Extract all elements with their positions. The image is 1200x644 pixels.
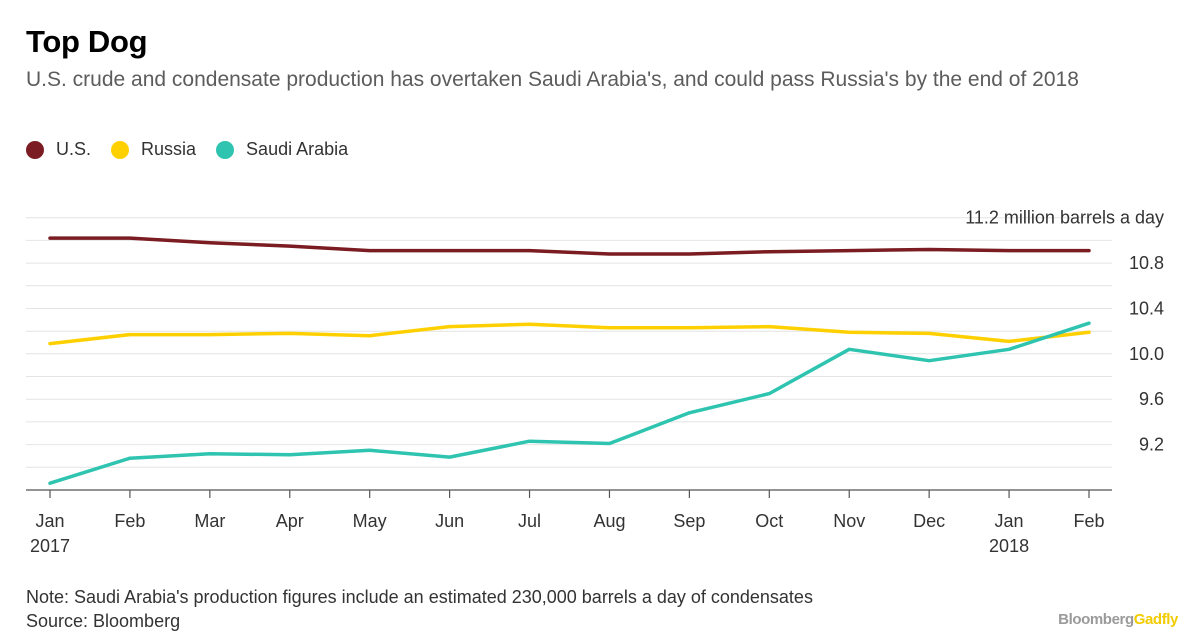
- x-tick-label: Jun: [435, 511, 464, 531]
- legend-item-russia: Russia: [111, 139, 196, 160]
- legend-label-saudi-arabia: Saudi Arabia: [246, 139, 349, 159]
- x-tick-label: Jan: [995, 511, 1024, 531]
- source-text: Source: Bloomberg: [26, 611, 181, 631]
- brand-part-gadfly: Gadfly: [1133, 611, 1179, 628]
- x-year-label: 2018: [989, 536, 1029, 556]
- legend-item-us: U.S.: [26, 139, 91, 160]
- brand-logo: BloombergGadfly: [1058, 611, 1178, 628]
- series-line-u-s: [48, 236, 1091, 256]
- y-tick-label: 10.0: [1129, 344, 1164, 364]
- y-axis-unit-label: 11.2 million barrels a day: [965, 208, 1164, 228]
- x-tick-label: Sep: [673, 511, 705, 531]
- x-tick-label: Feb: [1073, 511, 1104, 531]
- chart-subtitle: U.S. crude and condensate production has…: [26, 68, 1079, 91]
- legend-label-us: U.S.: [56, 139, 92, 159]
- x-tick-label: Dec: [913, 511, 945, 531]
- footnote: Note: Saudi Arabia's production figures …: [26, 585, 813, 633]
- chart-title: Top Dog: [26, 24, 148, 59]
- x-tick-label: May: [353, 511, 387, 531]
- x-tick-label: Jul: [518, 511, 541, 531]
- x-tick-label: Aug: [593, 511, 625, 531]
- brand-part-bloomberg: Bloomberg: [1058, 611, 1134, 628]
- series-line-saudi-arabia: [48, 321, 1091, 485]
- legend-dot-saudi-arabia: [216, 140, 235, 159]
- legend-item-saudi-arabia: Saudi Arabia: [216, 139, 348, 160]
- legend-dot-us: [26, 140, 44, 159]
- legend-dot-russia: [111, 140, 130, 159]
- note-text: Note: Saudi Arabia's production figures …: [26, 587, 813, 607]
- legend: U.S. Russia Saudi Arabia: [26, 139, 368, 160]
- x-tick-label: Jan: [35, 511, 64, 531]
- y-tick-label: 9.2: [1139, 435, 1164, 455]
- x-tick-label: Feb: [114, 511, 145, 531]
- series-line-russia: [48, 322, 1091, 346]
- y-tick-label: 10.8: [1129, 253, 1164, 273]
- legend-label-russia: Russia: [141, 139, 197, 159]
- x-year-label: 2017: [30, 536, 70, 556]
- x-tick-label: Oct: [755, 511, 783, 531]
- x-tick-label: Nov: [833, 511, 865, 531]
- x-tick-label: Apr: [276, 511, 304, 531]
- y-tick-label: 9.6: [1139, 389, 1164, 409]
- x-tick-label: Mar: [194, 511, 225, 531]
- y-tick-label: 10.4: [1129, 298, 1164, 318]
